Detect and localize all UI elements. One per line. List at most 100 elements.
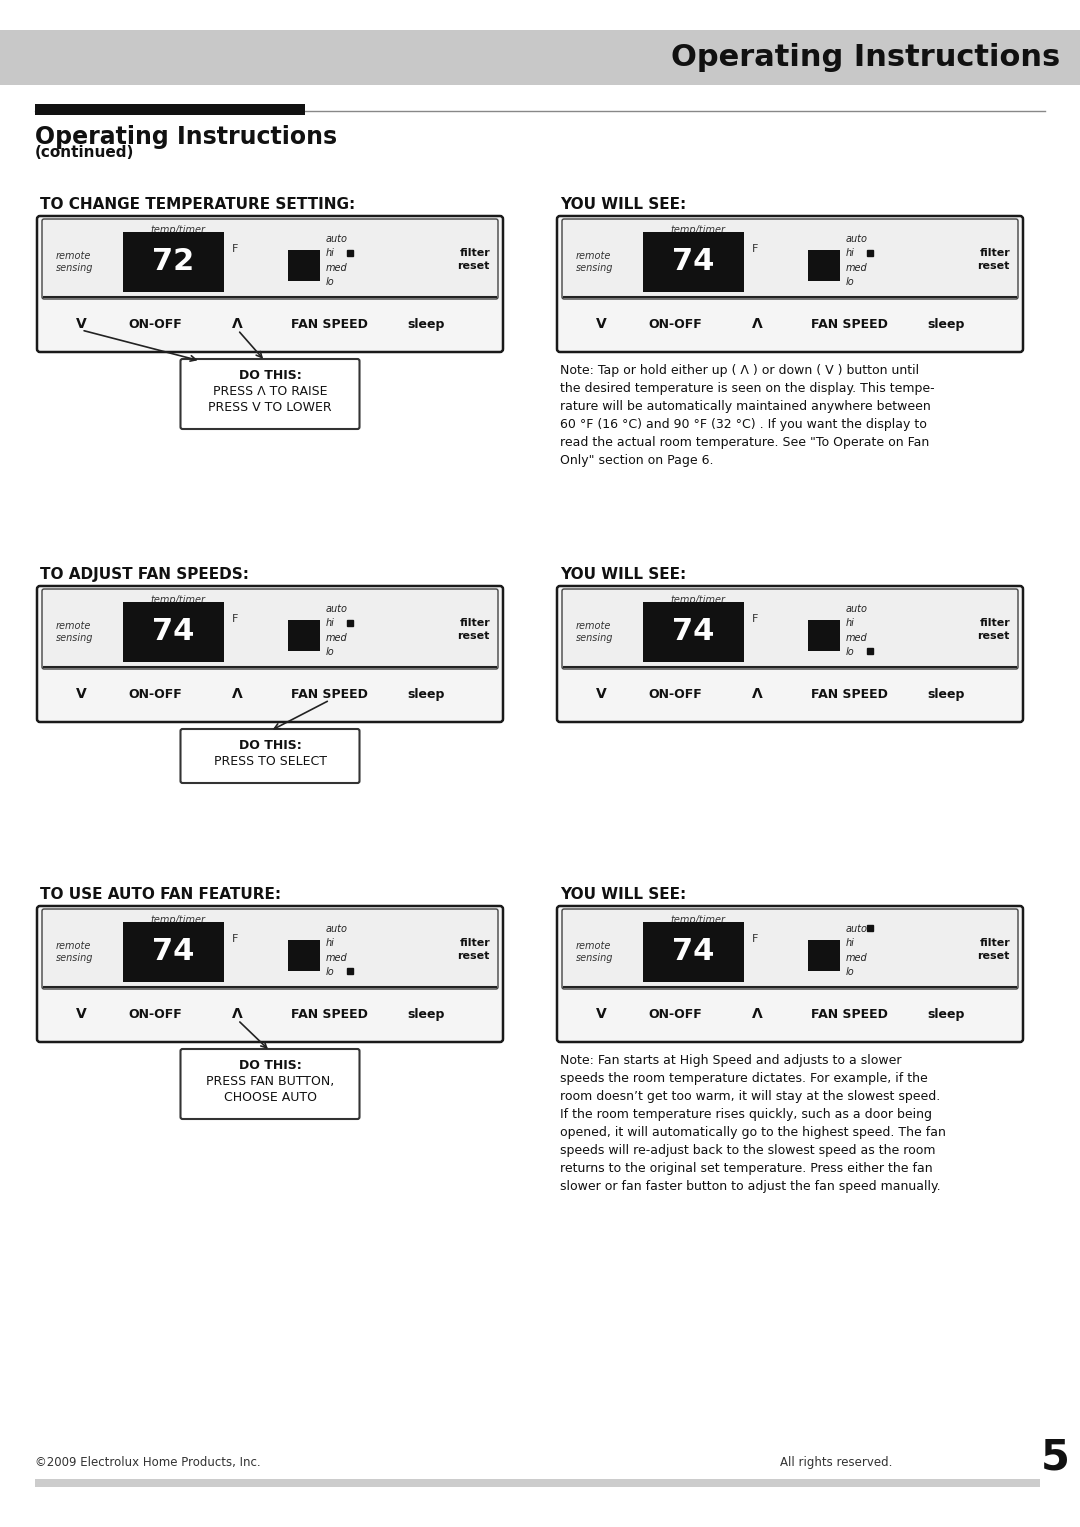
Text: Λ: Λ — [232, 1006, 243, 1022]
Text: filter
reset: filter reset — [977, 247, 1010, 272]
Text: ON-OFF: ON-OFF — [648, 1008, 702, 1020]
Text: V: V — [596, 1006, 607, 1022]
Bar — [643, 602, 744, 663]
Bar — [288, 620, 320, 651]
Text: filter
reset: filter reset — [977, 938, 1010, 960]
Text: lo: lo — [846, 647, 854, 657]
FancyBboxPatch shape — [557, 586, 1023, 722]
Text: med: med — [325, 263, 348, 273]
FancyBboxPatch shape — [557, 906, 1023, 1041]
Text: filter
reset: filter reset — [458, 618, 490, 641]
Text: 74: 74 — [672, 938, 715, 967]
Text: temp/timer: temp/timer — [671, 596, 726, 605]
Bar — [0, 31, 1080, 86]
Text: med: med — [846, 953, 867, 962]
Bar — [123, 602, 224, 663]
FancyBboxPatch shape — [42, 589, 498, 669]
Text: auto: auto — [325, 924, 348, 935]
Bar — [35, 104, 305, 115]
Text: F: F — [232, 614, 239, 625]
Text: auto: auto — [846, 605, 867, 614]
Text: hi: hi — [325, 618, 335, 628]
Text: Note: Tap or hold either up ( Λ ) or down ( V ) button until
the desired tempera: Note: Tap or hold either up ( Λ ) or dow… — [561, 363, 934, 467]
Text: remote
sensing: remote sensing — [56, 941, 94, 964]
FancyBboxPatch shape — [42, 218, 498, 299]
Text: YOU WILL SEE:: YOU WILL SEE: — [561, 887, 686, 902]
Text: TO USE AUTO FAN FEATURE:: TO USE AUTO FAN FEATURE: — [40, 887, 281, 902]
Text: 5: 5 — [1040, 1437, 1069, 1480]
Text: F: F — [752, 935, 758, 944]
Text: sleep: sleep — [928, 1008, 966, 1020]
Text: 72: 72 — [152, 247, 194, 276]
Text: Λ: Λ — [232, 687, 243, 701]
Text: sleep: sleep — [408, 1008, 445, 1020]
Text: F: F — [752, 244, 758, 253]
Text: lo: lo — [846, 276, 854, 287]
Text: hi: hi — [325, 249, 335, 258]
Text: CHOOSE AUTO: CHOOSE AUTO — [224, 1090, 316, 1104]
Text: med: med — [325, 632, 348, 643]
Text: sleep: sleep — [408, 687, 445, 701]
Text: temp/timer: temp/timer — [671, 915, 726, 925]
FancyBboxPatch shape — [180, 728, 360, 783]
Text: PRESS Λ TO RAISE: PRESS Λ TO RAISE — [213, 385, 327, 399]
Text: temp/timer: temp/timer — [150, 596, 205, 605]
Text: sleep: sleep — [928, 687, 966, 701]
Text: PRESS V TO LOWER: PRESS V TO LOWER — [208, 402, 332, 414]
FancyBboxPatch shape — [562, 218, 1018, 299]
Bar — [288, 250, 320, 281]
Text: 74: 74 — [672, 247, 715, 276]
Text: ©2009 Electrolux Home Products, Inc.: ©2009 Electrolux Home Products, Inc. — [35, 1457, 260, 1469]
Text: V: V — [76, 687, 86, 701]
Text: temp/timer: temp/timer — [150, 915, 205, 925]
Text: YOU WILL SEE:: YOU WILL SEE: — [561, 197, 686, 212]
Text: FAN SPEED: FAN SPEED — [811, 687, 888, 701]
Text: V: V — [76, 318, 86, 331]
Bar — [123, 232, 224, 292]
FancyBboxPatch shape — [562, 909, 1018, 989]
Text: auto: auto — [846, 234, 867, 244]
Text: lo: lo — [325, 967, 335, 977]
FancyBboxPatch shape — [557, 215, 1023, 353]
Text: DO THIS:: DO THIS: — [239, 1060, 301, 1072]
Text: Operating Instructions: Operating Instructions — [35, 125, 337, 150]
Text: V: V — [76, 1006, 86, 1022]
Text: remote
sensing: remote sensing — [56, 620, 94, 643]
Bar — [643, 232, 744, 292]
Text: F: F — [752, 614, 758, 625]
Bar — [35, 1480, 1040, 1487]
Text: filter
reset: filter reset — [977, 618, 1010, 641]
Text: ON-OFF: ON-OFF — [129, 318, 181, 330]
Bar — [809, 941, 839, 971]
FancyBboxPatch shape — [37, 906, 503, 1041]
Text: FAN SPEED: FAN SPEED — [292, 318, 368, 330]
Text: filter
reset: filter reset — [458, 247, 490, 272]
Text: lo: lo — [325, 276, 335, 287]
Text: DO THIS:: DO THIS: — [239, 370, 301, 382]
Text: Λ: Λ — [232, 318, 243, 331]
Text: PRESS TO SELECT: PRESS TO SELECT — [214, 754, 326, 768]
Text: FAN SPEED: FAN SPEED — [811, 1008, 888, 1020]
Text: remote
sensing: remote sensing — [56, 250, 94, 273]
Text: auto: auto — [325, 234, 348, 244]
Text: lo: lo — [325, 647, 335, 657]
Text: YOU WILL SEE:: YOU WILL SEE: — [561, 567, 686, 582]
Text: Λ: Λ — [753, 318, 764, 331]
Text: DO THIS:: DO THIS: — [239, 739, 301, 751]
Bar — [809, 620, 839, 651]
Text: med: med — [325, 953, 348, 962]
FancyBboxPatch shape — [42, 909, 498, 989]
Text: FAN SPEED: FAN SPEED — [811, 318, 888, 330]
Text: med: med — [846, 632, 867, 643]
Text: temp/timer: temp/timer — [671, 224, 726, 235]
Text: remote
sensing: remote sensing — [576, 941, 613, 964]
Text: hi: hi — [846, 618, 854, 628]
Text: ON-OFF: ON-OFF — [129, 1008, 181, 1020]
Text: TO CHANGE TEMPERATURE SETTING:: TO CHANGE TEMPERATURE SETTING: — [40, 197, 355, 212]
Text: ON-OFF: ON-OFF — [129, 687, 181, 701]
Text: hi: hi — [846, 249, 854, 258]
Bar — [809, 250, 839, 281]
Text: remote
sensing: remote sensing — [576, 620, 613, 643]
Text: lo: lo — [846, 967, 854, 977]
Text: F: F — [232, 244, 239, 253]
